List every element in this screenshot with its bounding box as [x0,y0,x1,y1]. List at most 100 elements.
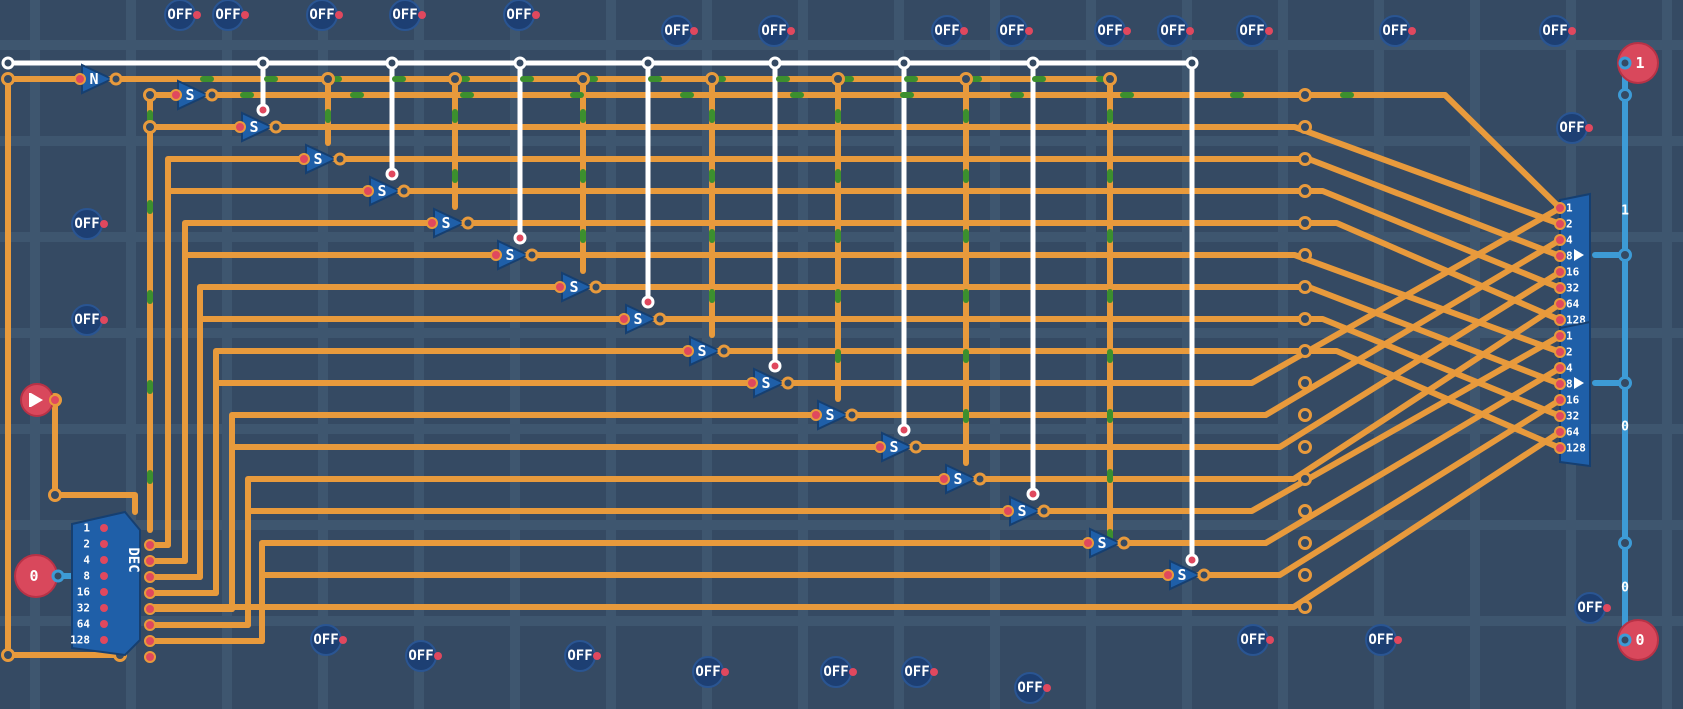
select-gate[interactable]: S [874,431,923,463]
tap-joint [959,72,973,86]
off-switch[interactable]: OFF [564,640,601,672]
off-switch[interactable]: OFF [1365,624,1402,656]
switch-pin [1265,27,1273,35]
grid-line-horizontal [0,520,1683,530]
flow-marker [460,92,474,98]
gate-input-pin [938,473,950,485]
off-switch[interactable]: OFF [692,656,729,688]
select-gate[interactable]: S [362,175,411,207]
select-pin [1185,553,1199,567]
flow-marker [580,109,586,123]
select-gate[interactable]: S [1162,559,1211,591]
byte-combiner-2[interactable]: 1 2 4 8 16 32 64 128 [1554,320,1591,468]
rail-joint [1298,600,1312,614]
off-switch[interactable]: OFF [164,0,201,31]
select-gate[interactable]: S [490,239,539,271]
gate-label: S [761,374,770,392]
clock-wire [52,397,138,515]
combiner-bit-label: 2 [1566,218,1573,231]
select-gate[interactable]: S [618,303,667,335]
rail-joint [1298,248,1312,262]
off-switch[interactable]: OFF [1014,672,1051,704]
switch-pin [418,11,426,19]
select-gate[interactable]: S [810,399,859,431]
select-gate[interactable]: S [682,335,731,367]
off-switch[interactable]: OFF [996,15,1033,47]
gate-input-pin [810,409,822,421]
decoder-pin [100,604,108,612]
select-gate[interactable]: S [938,463,987,495]
clock-input[interactable] [20,383,61,417]
off-switch[interactable]: OFF [1574,592,1611,624]
select-gate[interactable]: S [298,143,347,175]
off-switch[interactable]: OFF [212,0,249,31]
not-gate[interactable]: N [74,63,123,95]
combiner-input-pin [1554,442,1566,454]
decoder[interactable]: DEC 1 2 4 8 16 32 64 128 [70,510,156,663]
flow-marker [963,349,969,363]
tap-joint [321,72,335,86]
off-switch[interactable]: OFF [1157,15,1194,47]
off-switch[interactable]: OFF [310,624,347,656]
grid-line-horizontal [0,328,1683,338]
off-switch[interactable]: OFF [503,0,540,31]
bit-rail-wire [147,429,1563,610]
decoder-label: DEC [125,547,141,572]
off-switch[interactable]: OFF [71,304,108,336]
off-switch[interactable]: OFF [661,15,698,47]
flow-marker [147,470,153,484]
gate-output-pin [109,72,123,86]
number-input[interactable]: 0 [14,554,65,598]
off-switch[interactable]: OFF [1236,15,1273,47]
combiner-bit-label: 16 [1566,394,1580,407]
gate-label: S [633,310,642,328]
select-gate[interactable]: S [554,271,603,303]
off-switch[interactable]: OFF [1379,15,1416,47]
off-switch[interactable]: OFF [820,656,857,688]
select-gate[interactable]: S [426,207,475,239]
off-switch[interactable]: OFF [931,15,968,47]
select-gate[interactable]: S [1082,527,1131,559]
gate-output-pin [717,344,731,358]
combiner-input-pin [1554,394,1566,406]
switch-pin [1266,636,1274,644]
select-pin [385,167,399,181]
flow-marker [147,200,153,214]
select-gate[interactable]: S [746,367,795,399]
off-switch[interactable]: OFF [1094,15,1131,47]
grid-line-vertical [126,0,136,709]
decoder-pin [100,636,108,644]
gate-label: S [441,214,450,232]
rail-joint [1298,184,1312,198]
rail-joint [1298,152,1312,166]
off-switch[interactable]: OFF [71,208,108,240]
off-switch[interactable]: OFF [1539,15,1576,47]
decoder-pin [100,620,108,628]
blue-wires: 1 0 0 [52,60,1632,647]
select-gate[interactable]: S [1002,495,1051,527]
off-switch[interactable]: OFF [901,656,938,688]
off-switch[interactable]: OFF [1556,112,1593,144]
flow-marker [520,76,534,82]
select-gate[interactable]: S [234,111,283,143]
select-gate[interactable]: S [170,79,219,111]
flow-marker [963,409,969,423]
select-bus-joint [897,56,911,70]
switch-pin [1603,604,1611,612]
off-switch[interactable]: OFF [1237,624,1274,656]
flow-marker [835,169,841,183]
switch-pin [930,668,938,676]
switch-label: OFF [1382,23,1407,39]
rail-joint [1298,440,1312,454]
rail-joint [1298,120,1312,134]
select-bus-joint [256,56,270,70]
gate-output-pin [1117,536,1131,550]
tap-joint [705,72,719,86]
decoder-output-pin [144,619,156,631]
off-switch[interactable]: OFF [758,15,795,47]
off-switch[interactable]: OFF [405,640,442,672]
off-switch[interactable]: OFF [306,0,343,31]
wire-joint [143,120,157,134]
off-switch[interactable]: OFF [389,0,426,31]
